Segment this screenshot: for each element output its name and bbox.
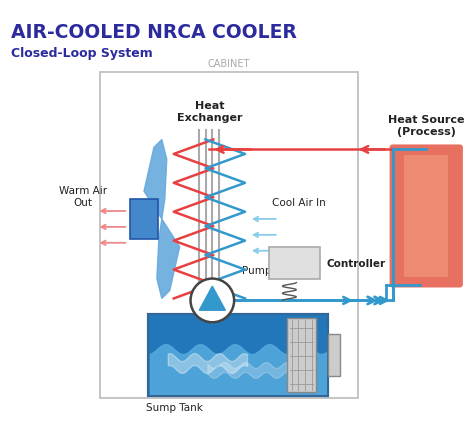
Text: Controller: Controller	[326, 258, 386, 268]
Text: Closed-Loop System: Closed-Loop System	[11, 47, 153, 60]
Polygon shape	[157, 219, 179, 299]
Text: Cool Air In: Cool Air In	[272, 198, 326, 207]
Text: Heat Source
(Process): Heat Source (Process)	[388, 115, 465, 136]
Bar	[328, 334, 340, 376]
Text: Sump Tank: Sump Tank	[146, 402, 203, 412]
Bar	[130, 200, 158, 239]
Text: AIR-COOLED NRCA COOLER: AIR-COOLED NRCA COOLER	[11, 23, 297, 42]
Text: Heat
Exchanger: Heat Exchanger	[177, 101, 242, 122]
Circle shape	[190, 279, 234, 322]
Bar	[405, 156, 448, 277]
FancyBboxPatch shape	[389, 145, 463, 288]
Polygon shape	[199, 287, 226, 311]
Text: CABINET: CABINET	[208, 59, 250, 69]
Polygon shape	[144, 140, 167, 219]
Text: Warm Air
Out: Warm Air Out	[59, 186, 107, 207]
Bar	[148, 314, 328, 396]
Bar	[100, 73, 358, 398]
Bar	[148, 314, 328, 396]
Bar	[287, 319, 317, 392]
Bar	[269, 247, 320, 279]
Text: Pump: Pump	[242, 265, 271, 275]
